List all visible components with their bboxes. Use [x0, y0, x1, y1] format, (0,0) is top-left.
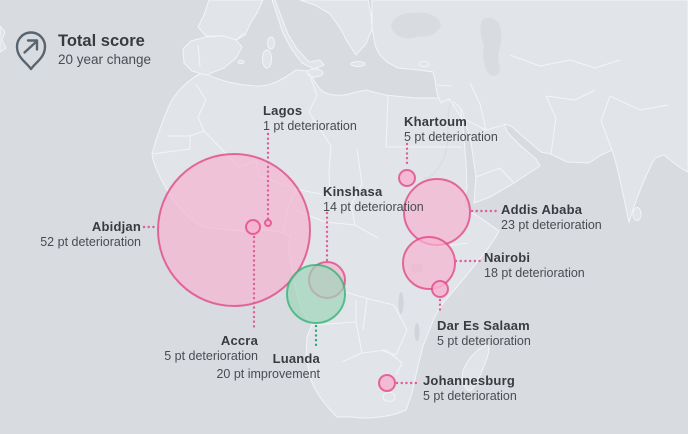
bubble-nairobi[interactable]	[402, 236, 456, 290]
bubble-dar-es-salaam[interactable]	[431, 280, 449, 298]
city-change-value: 5 pt deterioration	[437, 334, 531, 348]
city-label-luanda: Luanda 20 pt improvement	[216, 351, 320, 381]
bubble-luanda[interactable]	[286, 264, 346, 324]
legend-title: Total score	[58, 32, 145, 50]
water-layer	[391, 12, 502, 341]
island-corsica	[267, 36, 275, 50]
island-balearic	[237, 59, 245, 65]
island-sicily	[306, 68, 324, 78]
city-change-value: 5 pt deterioration	[404, 130, 498, 144]
city-name: Lagos	[263, 103, 303, 118]
city-name: Luanda	[272, 351, 320, 366]
border-lesotho	[382, 391, 396, 403]
legend-subtitle: 20 year change	[58, 52, 152, 67]
city-label-dar-es-salaam: Dar Es Salaam 5 pt deterioration	[437, 318, 531, 348]
city-name: Dar Es Salaam	[437, 318, 530, 333]
land-italy	[271, 0, 325, 70]
city-name: Johannesburg	[423, 373, 515, 388]
nile-river	[422, 99, 453, 179]
island-sri-lanka	[632, 207, 642, 221]
land-france	[197, 0, 264, 41]
island-madagascar	[461, 343, 490, 392]
lake-malawi	[414, 323, 420, 341]
black-sea	[391, 12, 441, 39]
city-change-value: 18 pt deterioration	[484, 266, 585, 280]
leader-layer	[142, 132, 499, 385]
lake-tanganyika	[398, 292, 404, 314]
land-eurasia	[371, 0, 688, 224]
caspian-sea	[480, 17, 502, 76]
city-label-lagos: Lagos 1 pt deterioration	[263, 103, 357, 133]
city-label-abidjan: Abidjan 52 pt deterioration	[40, 219, 141, 249]
border-layer	[151, 32, 669, 403]
city-change-value: 20 pt improvement	[216, 367, 320, 381]
city-label-nairobi: Nairobi 18 pt deterioration	[484, 250, 585, 280]
land-americas-sliver	[0, 25, 7, 53]
city-name: Addis Ababa	[501, 202, 583, 217]
city-label-johannesburg: Johannesburg 5 pt deterioration	[423, 373, 517, 403]
city-name: Khartoum	[404, 114, 467, 129]
city-name: Kinshasa	[323, 184, 383, 199]
bubble-khartoum[interactable]	[398, 169, 416, 187]
trend-arrow-pin-icon	[15, 31, 47, 71]
city-name: Nairobi	[484, 250, 531, 265]
island-sardinia	[262, 49, 272, 69]
bubble-layer	[157, 153, 471, 392]
bubble-accra[interactable]	[245, 219, 261, 235]
city-change-value: 52 pt deterioration	[40, 235, 141, 249]
land-balkans	[299, 0, 373, 56]
bubble-johannesburg[interactable]	[378, 374, 396, 392]
legend-text: Total score 20 year change	[58, 27, 151, 68]
city-change-value: 1 pt deterioration	[263, 119, 357, 133]
city-change-value: 5 pt deterioration	[423, 389, 517, 403]
map-legend: Total score 20 year change	[13, 27, 151, 71]
city-label-khartoum: Khartoum 5 pt deterioration	[404, 114, 498, 144]
city-name: Abidjan	[91, 219, 141, 234]
city-label-kinshasa: Kinshasa 14 pt deterioration	[323, 184, 424, 214]
city-change-value: 5 pt deterioration	[164, 349, 258, 363]
bubble-lagos[interactable]	[264, 219, 272, 227]
land-iberia	[182, 35, 243, 76]
city-change-value: 23 pt deterioration	[501, 218, 602, 232]
city-name: Accra	[220, 333, 258, 348]
city-label-accra: Accra 5 pt deterioration	[164, 333, 258, 363]
bubble-abidjan[interactable]	[157, 153, 311, 307]
city-label-addis-ababa: Addis Ababa 23 pt deterioration	[501, 202, 602, 232]
island-cyprus	[418, 61, 430, 67]
island-crete	[350, 61, 366, 67]
city-change-value: 14 pt deterioration	[323, 200, 424, 214]
